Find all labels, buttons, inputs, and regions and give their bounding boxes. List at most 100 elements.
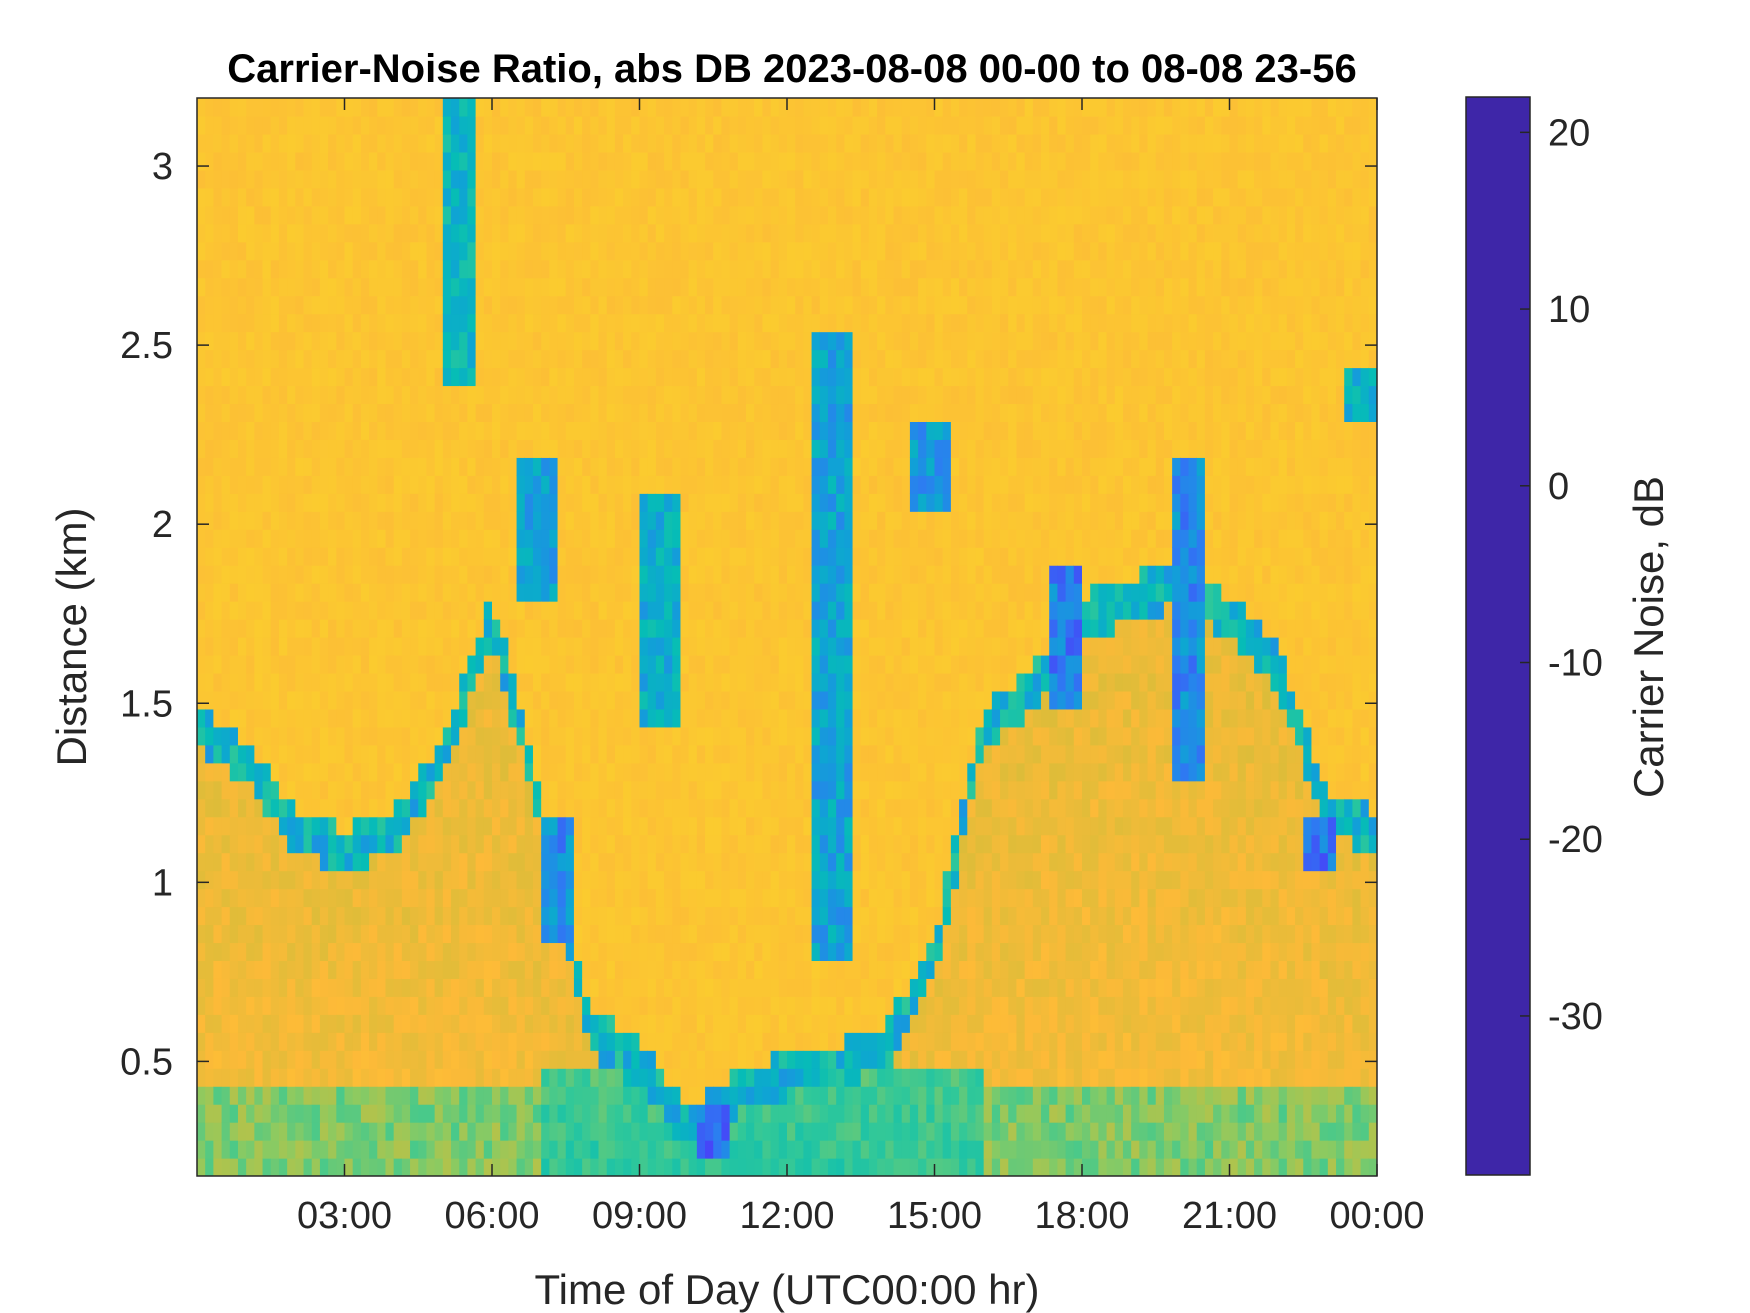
heatmap-cell — [401, 385, 411, 405]
heatmap-cell — [573, 349, 583, 369]
heatmap-cell — [557, 223, 567, 243]
heatmap-cell — [336, 960, 346, 979]
heatmap-cell — [860, 583, 870, 602]
heatmap-cell — [639, 151, 649, 171]
heatmap-cell — [844, 475, 854, 494]
heatmap-cell — [647, 601, 657, 620]
heatmap-cell — [852, 1158, 862, 1176]
heatmap-cell — [237, 421, 247, 440]
heatmap-cell — [590, 475, 600, 494]
heatmap-cell — [213, 1140, 223, 1159]
heatmap-cell — [598, 744, 608, 764]
heatmap-cell — [803, 870, 813, 890]
heatmap-cell — [606, 601, 616, 620]
heatmap-cell — [737, 115, 747, 135]
heatmap-cell — [819, 744, 829, 764]
heatmap-cell — [385, 870, 395, 890]
heatmap-cell — [778, 115, 788, 135]
heatmap-cell — [705, 547, 714, 566]
heatmap-cell — [623, 295, 632, 315]
heatmap-cell — [393, 439, 403, 458]
heatmap-cell — [475, 115, 485, 135]
heatmap-cell — [770, 421, 780, 440]
heatmap-cell — [262, 295, 272, 315]
heatmap-cell — [213, 169, 223, 189]
heatmap-cell — [352, 223, 362, 243]
heatmap-cell — [705, 241, 714, 261]
heatmap-cell — [696, 367, 706, 387]
heatmap-cell — [278, 834, 288, 854]
heatmap-cell — [500, 726, 509, 746]
heatmap-cell — [819, 1140, 829, 1159]
heatmap-cell — [565, 1050, 575, 1069]
heatmap-cell — [647, 205, 657, 225]
heatmap-cell — [401, 403, 411, 422]
heatmap-cell — [778, 960, 788, 979]
heatmap-cell — [549, 367, 559, 387]
heatmap-cell — [492, 852, 501, 872]
heatmap-cell — [213, 1158, 223, 1176]
heatmap-cell — [836, 906, 845, 926]
heatmap-cell — [746, 295, 755, 315]
heatmap-cell — [557, 798, 567, 818]
heatmap-cell — [639, 780, 649, 800]
heatmap-cell — [565, 834, 575, 854]
heatmap-cell — [672, 583, 682, 602]
heatmap-cell — [811, 690, 821, 710]
heatmap-cell — [237, 349, 247, 369]
heatmap-cell — [451, 619, 460, 638]
heatmap-cell — [295, 295, 305, 315]
heatmap-cell — [418, 1014, 428, 1033]
heatmap-cell — [237, 978, 247, 997]
heatmap-cell — [369, 583, 378, 602]
heatmap-cell — [434, 708, 444, 728]
heatmap-cell — [369, 1068, 378, 1087]
heatmap-cell — [532, 403, 542, 422]
heatmap-cell — [344, 511, 354, 530]
heatmap-cell — [836, 1158, 845, 1176]
heatmap-cell — [582, 331, 591, 351]
heatmap-cell — [442, 205, 452, 225]
heatmap-cell — [696, 277, 706, 297]
heatmap-cell — [393, 169, 403, 189]
heatmap-cell — [860, 1122, 870, 1141]
heatmap-cell — [459, 1158, 469, 1176]
heatmap-cell — [336, 529, 346, 548]
heatmap-cell — [860, 888, 870, 908]
heatmap-cell — [762, 1068, 772, 1087]
heatmap-cell — [278, 816, 288, 836]
heatmap-cell — [868, 511, 878, 530]
heatmap-cell — [811, 475, 821, 494]
heatmap-cell — [746, 1068, 755, 1087]
heatmap-cell — [614, 1140, 624, 1159]
heatmap-cell — [483, 457, 493, 476]
heatmap-cell — [852, 834, 862, 854]
heatmap-cell — [303, 708, 313, 728]
heatmap-cell — [336, 1158, 346, 1176]
heatmap-cell — [778, 1104, 788, 1123]
heatmap-cell — [811, 187, 821, 207]
heatmap-cell — [213, 475, 223, 494]
heatmap-cell — [590, 654, 600, 674]
heatmap-cell — [737, 816, 747, 836]
heatmap-cell — [213, 403, 223, 422]
heatmap-cell — [819, 421, 829, 440]
heatmap-cell — [385, 852, 395, 872]
heatmap-cell — [549, 421, 559, 440]
heatmap-cell — [483, 133, 493, 153]
heatmap-cell — [746, 1122, 755, 1141]
heatmap-cell — [737, 1140, 747, 1159]
heatmap-cell — [467, 205, 477, 225]
heatmap-cell — [336, 834, 346, 854]
heatmap-cell — [418, 996, 428, 1015]
heatmap-cell — [451, 834, 460, 854]
heatmap-cell — [311, 852, 321, 872]
heatmap-cell — [787, 187, 796, 207]
heatmap-cell — [795, 259, 804, 279]
heatmap-cell — [565, 421, 575, 440]
heatmap-cell — [295, 133, 305, 153]
heatmap-cell — [762, 367, 772, 387]
heatmap-cell — [770, 385, 780, 405]
heatmap-cell — [393, 151, 403, 171]
heatmap-cell — [770, 906, 780, 926]
